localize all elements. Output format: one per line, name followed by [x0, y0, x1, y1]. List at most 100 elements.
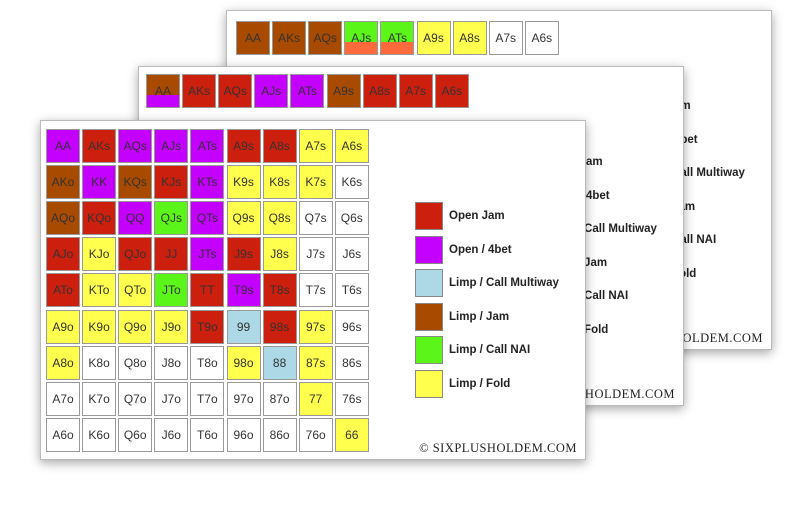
hand-cell: ATo — [46, 273, 80, 308]
hand-cell: KTo — [82, 273, 117, 308]
legend-label: Limp / Jam — [449, 310, 510, 323]
hand-cell: K8o — [82, 345, 117, 380]
hand-cell: 98s — [262, 309, 297, 344]
hand-cell: 88 — [262, 345, 297, 380]
hand-cell: 76s — [334, 381, 369, 416]
hand-cell: A8s — [452, 21, 487, 55]
hand-cell: JTs — [190, 237, 225, 272]
hand-cell: AKo — [46, 165, 80, 200]
hand-cell: 96s — [334, 309, 369, 344]
hand-cell: K7o — [82, 381, 117, 416]
hand-cell: Q9o — [118, 309, 153, 344]
hand-cell: KK — [82, 165, 117, 200]
legend-swatch — [415, 269, 443, 298]
hand-cell: 87o — [262, 381, 297, 416]
hand-cell: AKs — [182, 74, 217, 108]
range-card: AA AKs AQs AJs ATs A9s A8s A7s A6s AKo KK KQs KJs KTs… — [40, 120, 586, 460]
hand-cell: K6o — [82, 417, 117, 452]
hand-cell: J6s — [334, 237, 369, 272]
legend-swatch — [415, 235, 443, 264]
hand-cell: AQs — [118, 129, 153, 163]
hand-cell: A6s — [524, 21, 559, 55]
hand-cell: Q6s — [334, 201, 369, 236]
hand-cell: Q7o — [118, 381, 153, 416]
hand-cell: 87s — [298, 345, 333, 380]
hand-cell: J8o — [154, 345, 189, 380]
hand-cell: 66 — [334, 417, 369, 452]
hand-cell: QJo — [118, 237, 153, 272]
hand-cell: AQs — [218, 74, 253, 108]
hand-cell: A7s — [488, 21, 523, 55]
hand-cell: AJo — [46, 237, 80, 272]
hand-cell: KJo — [82, 237, 117, 272]
hand-cell: JJ — [154, 237, 189, 272]
hand-cell: 86o — [262, 417, 297, 452]
hand-cell: AA — [236, 21, 270, 55]
hand-cell: AJs — [154, 129, 189, 163]
hand-cell: AJs — [254, 74, 289, 108]
hand-cell: T7o — [190, 381, 225, 416]
hand-cell: 86s — [334, 345, 369, 380]
hand-cell: A9o — [46, 309, 80, 344]
hand-cell: K6s — [334, 165, 369, 200]
hand-cell: T6o — [190, 417, 225, 452]
hand-cell: J9o — [154, 309, 189, 344]
hand-cell: AA — [46, 129, 80, 163]
legend-label: Limp / Fold — [449, 378, 511, 390]
hand-cell: Q7s — [298, 201, 333, 236]
hand-cell: 97s — [298, 309, 333, 344]
legend-swatch — [415, 336, 443, 365]
hand-cell: J7s — [298, 237, 333, 272]
hand-cell: T7s — [298, 273, 333, 308]
hand-cell: 99 — [226, 309, 261, 344]
hand-cell: ATs — [380, 21, 415, 55]
hand-cell: 77 — [298, 381, 333, 416]
hand-cell: KQo — [82, 201, 117, 236]
hand-cell: T9s — [226, 273, 261, 308]
hand-cell: 96o — [226, 417, 261, 452]
hand-cell: J9s — [226, 237, 261, 272]
footer-text: © SIXPLUSHOLDEM.COM — [419, 441, 577, 455]
hand-cell: T8o — [190, 345, 225, 380]
hand-cell: KTs — [190, 165, 225, 200]
hand-cell: AQs — [308, 21, 343, 55]
hand-cell: 76o — [298, 417, 333, 452]
hand-cell: ATs — [190, 129, 225, 163]
hand-cell: A8s — [362, 74, 397, 108]
legend-swatch — [415, 302, 443, 331]
hand-cell: KJs — [154, 165, 189, 200]
legend-swatch — [415, 202, 443, 230]
hand-cell: A9s — [326, 74, 361, 108]
hand-cell: 98o — [226, 345, 261, 380]
hand-cell: AQo — [46, 201, 80, 236]
hand-cell: JTo — [154, 273, 189, 308]
hand-cell: J8s — [262, 237, 297, 272]
hand-cell: AKs — [272, 21, 307, 55]
legend-label: Limp / Call Multiway — [449, 277, 559, 290]
hand-cell: A6o — [46, 417, 80, 452]
hand-cell: J6o — [154, 417, 189, 452]
hand-cell: T9o — [190, 309, 225, 344]
legend-swatch — [415, 370, 443, 398]
hand-cell: A7o — [46, 381, 80, 416]
hand-cell: K9o — [82, 309, 117, 344]
legend-label: Open / 4bet — [449, 243, 512, 256]
hand-cell: K8s — [262, 165, 297, 200]
hand-cell: QQ — [118, 201, 153, 236]
hand-cell: AJs — [344, 21, 379, 55]
hand-cell: AKs — [82, 129, 117, 163]
hand-cell: K9s — [226, 165, 261, 200]
hand-cell: A7s — [298, 129, 333, 163]
hand-cell: Q8o — [118, 345, 153, 380]
hand-cell: J7o — [154, 381, 189, 416]
hand-cell: A7s — [398, 74, 433, 108]
hand-cell: T8s — [262, 273, 297, 308]
hand-cell: ATs — [290, 74, 325, 108]
hand-cell: AA — [146, 74, 180, 108]
legend-label: Open Jam — [449, 210, 505, 222]
hand-cell: TT — [190, 273, 225, 308]
hand-cell: Q8s — [262, 201, 297, 236]
hand-cell: QJs — [154, 201, 189, 236]
hand-cell: QTs — [190, 201, 225, 236]
